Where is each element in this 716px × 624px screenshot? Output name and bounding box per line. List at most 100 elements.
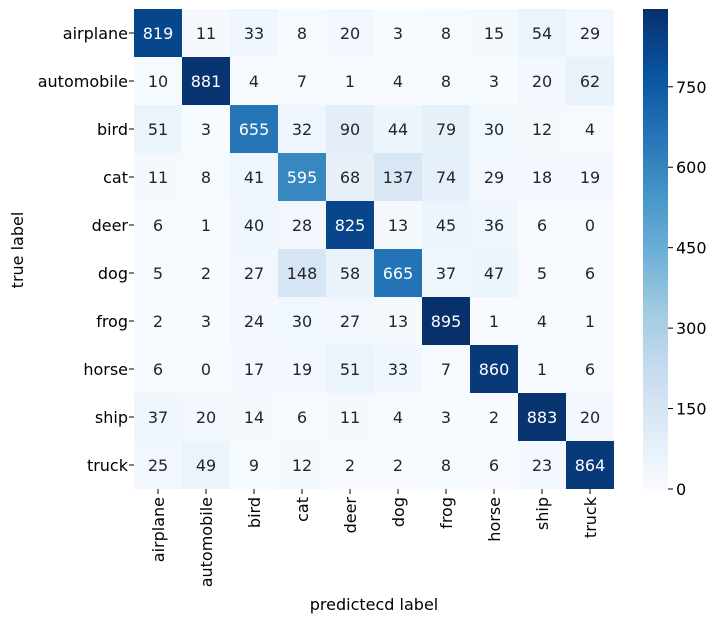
cell-value-label: 1 [345,72,355,91]
heatmap-cell [134,153,182,201]
cell-value-label: 19 [292,360,312,379]
cell-value-label: 20 [532,72,552,91]
x-axis-label: predictecd label [310,595,438,614]
x-tick-label: dog [389,497,408,527]
heatmap-cell [374,9,422,57]
cell-value-label: 27 [244,264,264,283]
cell-value-label: 6 [585,264,595,283]
heatmap-cell [230,57,278,105]
heatmap-cell [278,393,326,441]
cell-value-label: 23 [532,456,552,475]
heatmap-cell [326,441,374,489]
heatmap-cell [374,393,422,441]
heatmap-cell [566,441,614,489]
cell-value-label: 40 [244,216,264,235]
cell-value-label: 68 [340,168,360,187]
cell-value-label: 51 [148,120,168,139]
cell-value-label: 665 [383,264,414,283]
heatmap-cell [326,57,374,105]
heatmap-cell [422,441,470,489]
heatmap-cell [518,201,566,249]
cell-value-label: 655 [239,120,270,139]
cell-value-label: 14 [244,408,264,427]
heatmap-cell [422,345,470,393]
x-tick-label: frog [437,497,456,529]
colorbar-tick-label: 450 [676,239,707,258]
cell-value-label: 19 [580,168,600,187]
y-tick-label: ship [95,408,128,427]
cell-value-label: 883 [527,408,558,427]
cell-value-label: 860 [479,360,510,379]
cell-value-label: 3 [393,24,403,43]
cell-value-label: 4 [537,312,547,331]
heatmap-cell [134,57,182,105]
cell-value-label: 1 [489,312,499,331]
heatmap-cell [566,9,614,57]
y-axis-ticks: airplane automobile bird cat deer dog frog hors… [38,24,134,475]
heatmap-cell [566,57,614,105]
heatmap-cell [518,57,566,105]
cell-value-label: 12 [532,120,552,139]
heatmap-cell [182,153,230,201]
cell-value-label: 148 [287,264,318,283]
cell-value-label: 29 [484,168,504,187]
heatmap-cell [230,105,278,153]
heatmap-cell [278,105,326,153]
heatmap-cell [182,249,230,297]
heatmap-cell [470,57,518,105]
cell-value-label: 33 [388,360,408,379]
cell-value-label: 8 [201,168,211,187]
heatmap-cell [326,9,374,57]
heatmap-cell [518,249,566,297]
heatmap-cell [278,249,326,297]
cell-value-label: 45 [436,216,456,235]
heatmap-cell [230,9,278,57]
heatmap-cell [470,297,518,345]
heatmap-cell [374,249,422,297]
heatmap-cell [230,441,278,489]
heatmap-cell [134,345,182,393]
colorbar-gradient [643,9,668,489]
cell-value-label: 90 [340,120,360,139]
cell-value-label: 18 [532,168,552,187]
heatmap-cell [326,153,374,201]
heatmap-cell [566,249,614,297]
y-tick-label: cat [103,168,128,187]
cell-value-label: 8 [441,456,451,475]
heatmap-cell [230,297,278,345]
heatmap-cell [422,9,470,57]
colorbar-tick-label: 0 [676,480,686,499]
cell-value-label: 32 [292,120,312,139]
heatmap-cell [230,201,278,249]
heatmap-cell [422,105,470,153]
heatmap-cell [230,345,278,393]
cell-value-label: 1 [585,312,595,331]
cell-value-label: 11 [196,24,216,43]
cell-value-label: 9 [249,456,259,475]
y-tick-label: automobile [38,72,128,91]
cell-value-label: 47 [484,264,504,283]
cell-value-label: 15 [484,24,504,43]
cell-value-label: 24 [244,312,264,331]
cell-value-label: 2 [393,456,403,475]
colorbar-tick-label: 600 [676,158,707,177]
heatmap-cell [470,249,518,297]
heatmap-cell [134,9,182,57]
cell-value-label: 895 [431,312,462,331]
cell-value-label: 5 [537,264,547,283]
heatmap-cell [566,393,614,441]
y-tick-label: airplane [63,24,128,43]
cell-value-label: 0 [201,360,211,379]
cell-value-label: 8 [441,72,451,91]
heatmap-cell [374,441,422,489]
heatmap-cell [326,105,374,153]
cell-value-label: 44 [388,120,408,139]
heatmap-cell [182,105,230,153]
cell-value-label: 595 [287,168,318,187]
cell-value-label: 7 [297,72,307,91]
heatmap-cell [230,393,278,441]
heatmap-cell [470,105,518,153]
x-tick-label: truck [581,496,600,538]
